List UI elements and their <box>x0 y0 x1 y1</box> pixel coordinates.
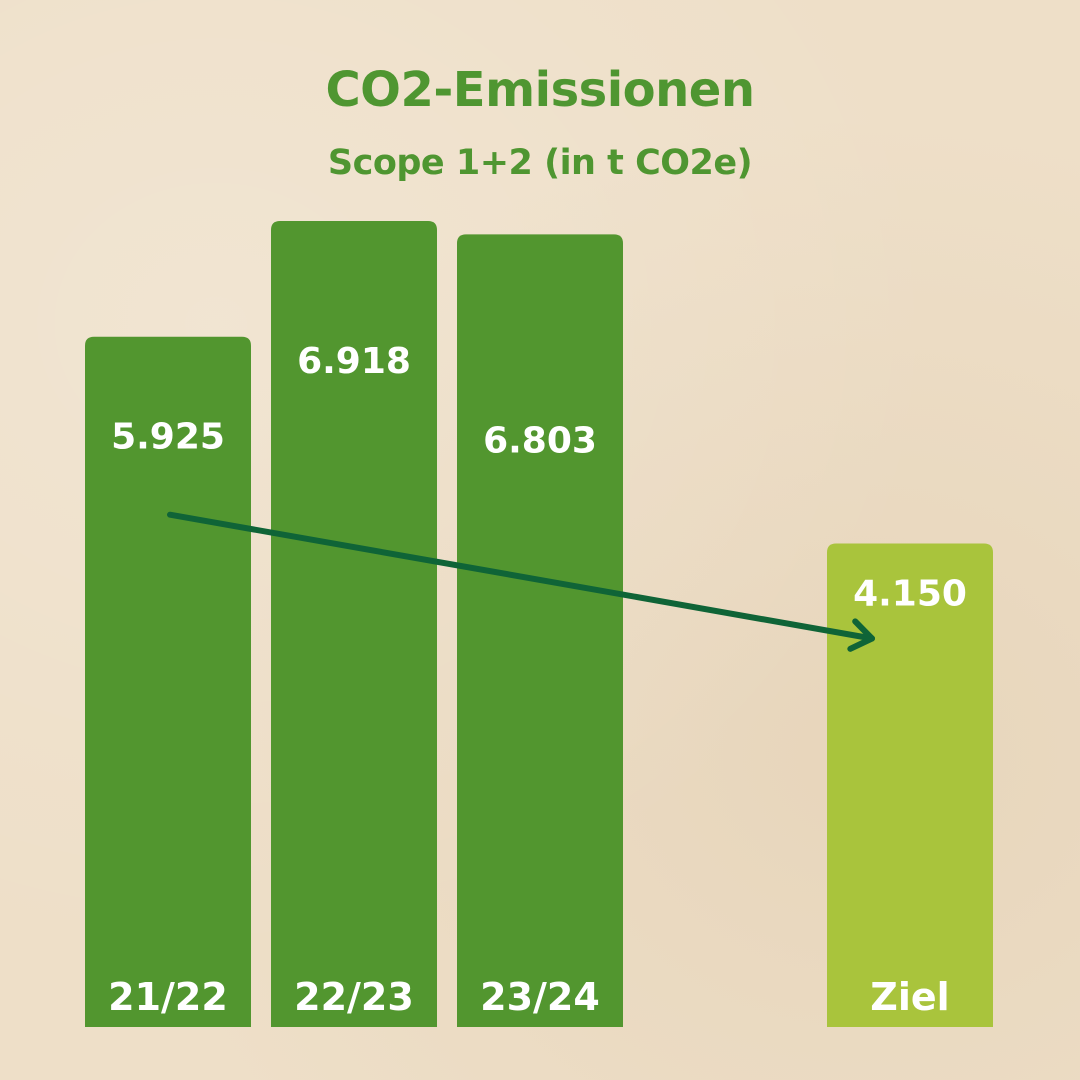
category-label: 21/22 <box>108 975 228 1019</box>
bar-23-24 <box>457 234 623 1027</box>
category-label: 23/24 <box>480 975 600 1019</box>
bar-22-23 <box>271 221 437 1027</box>
value-label: 6.803 <box>483 420 597 461</box>
arrow-head <box>847 618 875 652</box>
category-label: 22/23 <box>294 975 414 1019</box>
value-label: 5.925 <box>111 417 225 458</box>
chart-subtitle: Scope 1+2 (in t CO2e) <box>327 143 753 183</box>
trend-arrow <box>167 511 875 652</box>
value-label: 4.150 <box>853 573 967 614</box>
bar-21-22 <box>85 336 251 1027</box>
bar-ziel <box>827 543 993 1027</box>
chart-title: CO2-Emissionen <box>325 62 755 118</box>
category-label: Ziel <box>870 975 949 1019</box>
value-label: 6.918 <box>297 341 411 382</box>
bars: 5.925 21/22 6.918 22/23 6.803 23/24 4.150 Ziel <box>85 221 993 1027</box>
